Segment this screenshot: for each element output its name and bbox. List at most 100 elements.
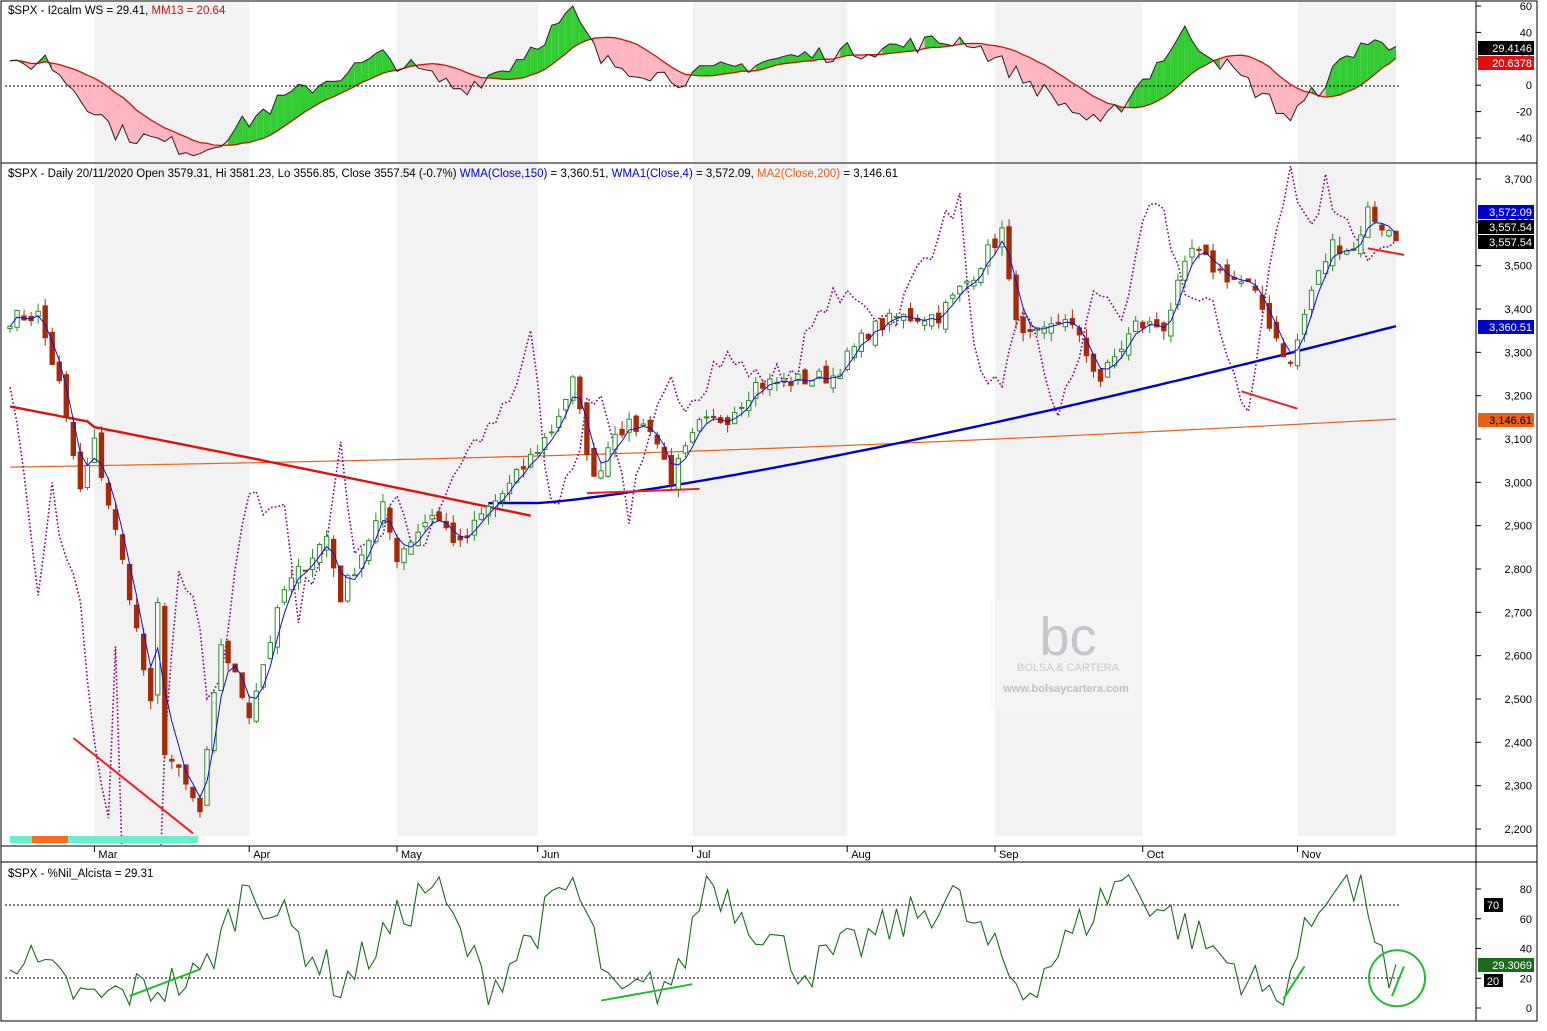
osc-fill [1142,78,1150,107]
osc-fill [1248,56,1256,98]
osc-fill [882,43,890,55]
price-tick-label: 3,300 [1504,347,1532,359]
bottom-badge-value-box [1478,958,1534,972]
osc-fill [523,47,531,78]
osc-fill [164,127,172,142]
osc-fill [347,62,355,90]
candle-body [1203,244,1209,256]
osc-fill [1016,51,1024,84]
candle-body [1041,326,1047,334]
divergence-annotation [600,983,693,1002]
price-tick-label: 3,500 [1504,261,1532,273]
candle-body [809,380,815,387]
highlight-circle [1368,949,1426,1008]
title-segment: $SPX - Daily 20/11/2020 Open 3579.31, Hi… [8,168,460,180]
band-main [396,164,538,836]
osc-fill [382,49,390,74]
osc-fill [502,70,510,80]
osc-fill [973,43,981,48]
candle-body [1133,320,1139,332]
nil-alcista-line [9,873,1397,1007]
candle-body [943,301,949,330]
candle-body [886,312,893,325]
osc-fill [1360,42,1368,86]
osc-fill [256,109,264,141]
osc-fill [340,72,348,94]
candle-body [1372,206,1378,223]
candle-body [225,640,231,664]
candle-body [1259,294,1266,310]
bottom-axis: 80 60 40 20 0 [1476,884,1532,1015]
candle-body [105,482,112,506]
candle-body [1294,339,1301,367]
osc-fill [664,62,672,83]
candle-body [668,454,675,485]
candle-body [422,522,428,528]
osc-fill [797,51,806,63]
price-badge-box [1478,320,1534,334]
candle-body [471,519,478,536]
candle-body [928,314,935,327]
osc-fill [270,95,278,136]
bottom-tick-label: 20 [1520,973,1532,985]
candle-body [795,373,801,381]
candle-body [605,447,611,477]
candle-body [900,313,907,321]
osc-fill [699,65,707,76]
price-tick-label: 3,200 [1504,391,1532,403]
price-badge-box [1478,235,1534,249]
candle-body [1020,316,1026,334]
candle-body [682,445,689,454]
osc-fill [896,44,904,53]
bottom-badge-70: 70 [1487,900,1499,912]
osc-fill [59,64,67,85]
candle-body [7,325,13,329]
osc-fill [1058,73,1066,106]
osc-fill [565,5,573,54]
osc-fill [129,103,137,144]
osc-fill [361,58,369,83]
osc-fill [185,136,193,156]
candle-body [1140,321,1146,329]
candle-body [661,446,667,460]
price-tick-label: 2,700 [1504,607,1532,619]
divergence-annotation [1391,965,1405,997]
candle-body [42,305,48,339]
top-tick-label: 60 [1520,1,1532,13]
candle-body [844,350,850,371]
candle-body [1329,239,1336,267]
top-badge-value: 29.4146 [1492,43,1532,55]
osc-fill [924,35,932,49]
ma200-line [9,418,1397,468]
candle-body [626,418,632,433]
osc-fill [1149,62,1157,105]
candle-body [98,432,105,478]
candle-body [1182,260,1188,281]
candle-body [253,690,259,722]
main-title: $SPX - Daily 20/11/2020 Open 3579.31, Hi… [8,168,898,180]
time-bar [10,836,198,843]
osc-fill [1234,55,1242,76]
candle-body [739,406,745,409]
candle-body [584,402,590,456]
candle-body [373,520,379,543]
candle-body [689,432,696,443]
candle-body [204,748,210,806]
osc-fill [1184,26,1192,80]
osc-fill [94,78,102,115]
candle-body [696,419,703,432]
price-tick-label: 3,400 [1504,304,1532,316]
time-bar-segment [68,836,198,843]
candle-body [401,548,407,564]
osc-fill [643,48,651,82]
candle-body [70,421,77,456]
bottom-tick-label: 0 [1526,1003,1532,1015]
candle-body [1083,337,1090,357]
osc-fill [1128,87,1136,108]
osc-fill [1072,82,1080,114]
osc-fill [1093,96,1101,122]
osc-fill [579,21,587,44]
candle-body [267,642,273,659]
top-tick-label: -40 [1516,133,1532,145]
